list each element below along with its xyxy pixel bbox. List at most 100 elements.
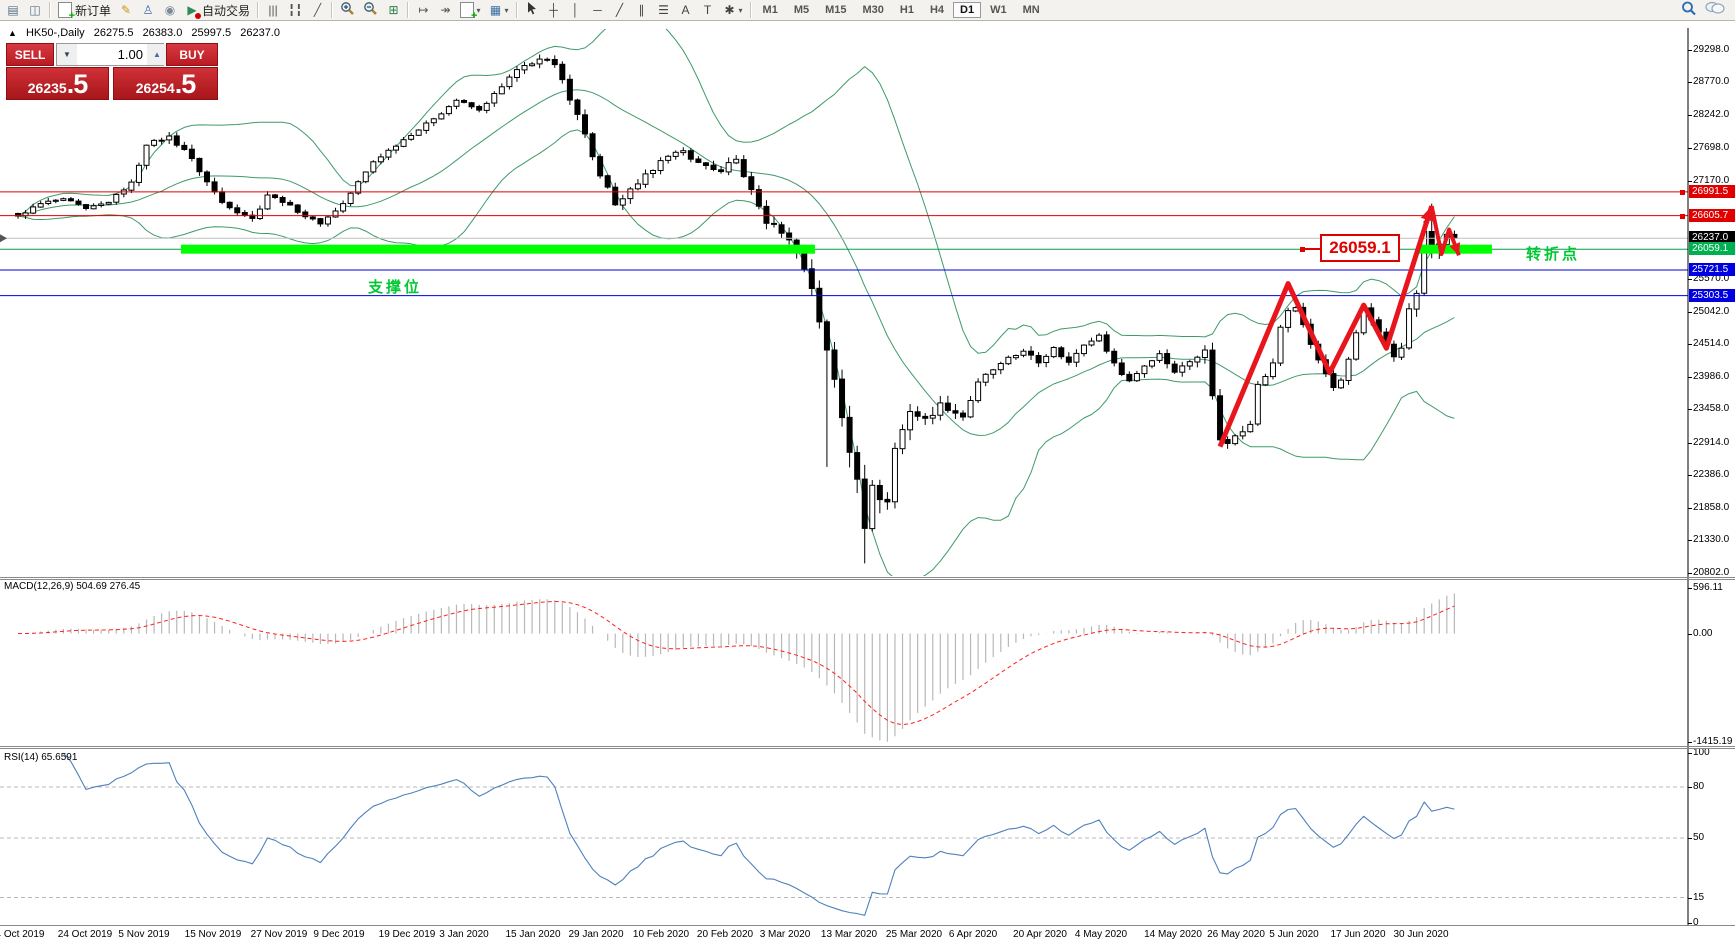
metaeditor-icon: ✎ xyxy=(120,3,132,17)
ohlc-high: 26383.0 xyxy=(142,27,183,39)
chart-window: ▲ HK50-,Daily 26275.5 26383.0 25997.5 26… xyxy=(0,21,1735,945)
timeframe-m1-button[interactable]: M1 xyxy=(762,4,778,16)
macd-indicator-label: MACD(12,26,9) 504.69 276.45 xyxy=(4,581,141,592)
equidistant-channel-icon: ∥ xyxy=(638,3,645,17)
arrows-button[interactable]: ✱ ▾ xyxy=(719,0,747,20)
timeframe-m15-button[interactable]: M15 xyxy=(825,4,847,16)
cursor-button[interactable] xyxy=(521,0,543,20)
auto-scroll-icon: ↠ xyxy=(440,3,451,17)
chart-canvas[interactable] xyxy=(0,21,1735,945)
profiles-dropdown-arrow[interactable]: ▾ xyxy=(504,5,509,15)
zoom-in-button[interactable] xyxy=(336,0,359,20)
zoom-out-button[interactable] xyxy=(359,0,382,20)
toolbar-separator xyxy=(331,2,334,18)
zoom-out-icon xyxy=(363,1,378,20)
chat-button[interactable] xyxy=(1701,0,1729,20)
chat-icon xyxy=(1705,1,1725,19)
trendline-icon: ╱ xyxy=(615,3,624,17)
autotrading-icon: ▶ xyxy=(185,2,202,19)
bar-chart-button[interactable]: ||| xyxy=(262,0,284,20)
ohlc-close: 26237.0 xyxy=(240,27,280,39)
terminal-button[interactable]: ▤ xyxy=(2,0,24,20)
timeframe-w1-button[interactable]: W1 xyxy=(990,4,1007,16)
strategy-tester-button[interactable]: ◫ xyxy=(24,0,46,20)
volume-input[interactable] xyxy=(76,44,147,65)
bar-chart-icon: ||| xyxy=(268,3,278,17)
buy-price[interactable]: 26254 .5 xyxy=(113,67,218,100)
main-toolbar: ▤ ◫ + 新订单 ✎ ♙ ◉ ▶ 自动交易 ||| ╏╏ ╱ ⊞ ↦ ↠ + ▾ ▦ ▾ ┼ │ ─ ╱ ∥ ☰ A T ✱ ▾ M1 M… xyxy=(0,0,1735,22)
candlestick-chart-button[interactable]: ╏╏ xyxy=(284,0,306,20)
text-icon: A xyxy=(681,3,690,17)
new-order-button[interactable]: + 新订单 xyxy=(54,0,115,22)
text-label-icon: T xyxy=(703,3,712,17)
price-callout-label[interactable]: 26059.1 xyxy=(1320,234,1400,262)
vertical-line-icon: │ xyxy=(571,3,580,17)
fibonacci-button[interactable]: ☰ xyxy=(653,0,675,20)
crosshair-button[interactable]: ┼ xyxy=(543,0,565,20)
text-button[interactable]: A xyxy=(675,0,697,20)
trendline-button[interactable]: ╱ xyxy=(609,0,631,20)
timeframe-h1-button[interactable]: H1 xyxy=(899,4,914,16)
candlestick-chart-icon: ╏╏ xyxy=(288,3,303,17)
search-icon xyxy=(1681,1,1697,20)
horizontal-line-icon: ─ xyxy=(593,3,602,17)
sell-price-main: 26235 xyxy=(27,80,67,96)
volume-decrease-button[interactable]: ▼ xyxy=(57,44,77,65)
cursor-icon xyxy=(525,1,539,19)
timeframe-m5-button[interactable]: M5 xyxy=(793,4,810,16)
timeframe-m30-button[interactable]: M30 xyxy=(862,4,884,16)
zoom-in-icon xyxy=(340,1,355,20)
tile-windows-icon: ⊞ xyxy=(388,3,399,17)
buy-button[interactable]: BUY xyxy=(166,43,218,66)
line-chart-icon: ╱ xyxy=(313,3,322,17)
rsi-indicator-label: RSI(14) 65.6591 xyxy=(4,752,78,763)
signals-icon: ◉ xyxy=(164,3,176,17)
toolbar-separator xyxy=(749,2,752,18)
fibonacci-icon: ☰ xyxy=(658,3,669,17)
buy-price-pips: .5 xyxy=(174,69,197,99)
sell-price[interactable]: 26235 .5 xyxy=(6,67,110,100)
arrows-dropdown-arrow[interactable]: ▾ xyxy=(738,5,743,15)
community-button[interactable]: ♙ xyxy=(137,0,159,20)
tile-windows-button[interactable]: ⊞ xyxy=(382,0,404,20)
new-chart-icon: + xyxy=(460,2,477,22)
chart-shift-icon: ↦ xyxy=(418,3,429,17)
volume-increase-button[interactable]: ▲ xyxy=(146,44,167,65)
profiles-button[interactable]: ▦ ▾ xyxy=(485,0,513,20)
horizontal-line-button[interactable]: ─ xyxy=(587,0,609,20)
one-click-trading-panel: SELL ▼ ▲ BUY 26235 .5 26254 .5 xyxy=(6,43,218,100)
support-level-annotation: 支撑位 xyxy=(368,279,423,296)
line-chart-button[interactable]: ╱ xyxy=(306,0,328,20)
profiles-icon: ▦ xyxy=(489,3,502,17)
sell-price-pips: .5 xyxy=(66,69,89,99)
ohlc-low: 25997.5 xyxy=(191,27,232,39)
chart-shift-button[interactable]: ↦ xyxy=(412,0,434,20)
chart-symbol-period: HK50-,Daily xyxy=(25,27,85,39)
auto-scroll-button[interactable]: ↠ xyxy=(434,0,456,20)
turning-point-annotation: 转折点 xyxy=(1526,246,1581,263)
chart-title: ▲ HK50-,Daily 26275.5 26383.0 25997.5 26… xyxy=(8,27,286,39)
panel-collapse-toggle[interactable]: ▲ xyxy=(8,28,17,38)
search-button[interactable] xyxy=(1677,0,1701,20)
sell-button[interactable]: SELL xyxy=(6,43,55,66)
vertical-line-button[interactable]: │ xyxy=(565,0,587,20)
new-order-label: 新订单 xyxy=(75,3,112,18)
autotrading-label: 自动交易 xyxy=(202,3,251,18)
metaeditor-button[interactable]: ✎ xyxy=(115,0,137,20)
arrows-icon: ✱ xyxy=(724,3,735,17)
new-chart-button[interactable]: + ▾ xyxy=(456,0,484,22)
crosshair-icon: ┼ xyxy=(549,3,558,17)
autotrading-button[interactable]: ▶ 自动交易 xyxy=(181,0,254,20)
timeframe-d1-button[interactable]: D1 xyxy=(953,2,982,18)
new-chart-dropdown-arrow[interactable]: ▾ xyxy=(476,5,481,15)
text-label-button[interactable]: T xyxy=(697,0,719,20)
toolbar-separator xyxy=(515,2,518,18)
timeframe-mn-button[interactable]: MN xyxy=(1022,4,1040,16)
equidistant-channel-button[interactable]: ∥ xyxy=(631,0,653,20)
signals-button[interactable]: ◉ xyxy=(159,0,181,20)
terminal-icon: ▤ xyxy=(7,3,19,17)
volume-spinner: ▼ ▲ xyxy=(56,43,167,66)
new-order-icon: + xyxy=(58,2,75,22)
timeframe-h4-button[interactable]: H4 xyxy=(929,4,945,16)
